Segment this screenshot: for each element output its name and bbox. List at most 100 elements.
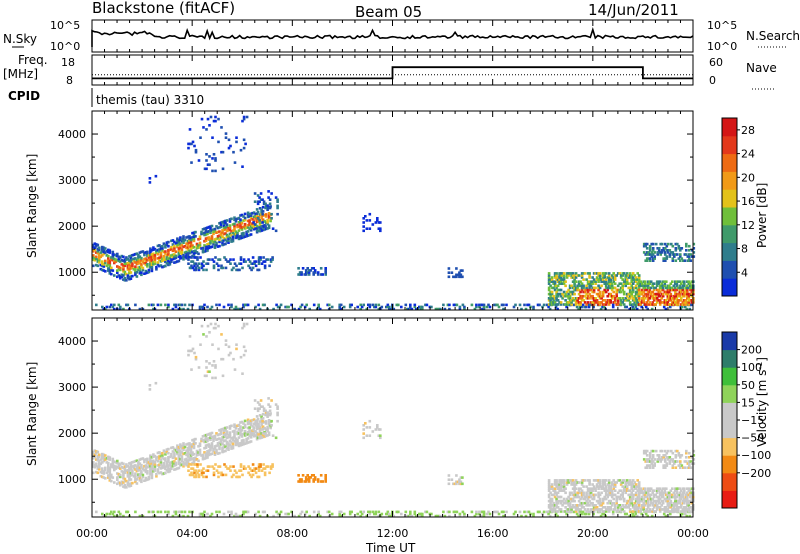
power-cell bbox=[153, 247, 157, 251]
power-cell bbox=[630, 294, 633, 298]
power-cell bbox=[246, 234, 250, 237]
power-cell bbox=[260, 229, 263, 232]
power-cell bbox=[239, 262, 243, 265]
power-cell bbox=[672, 294, 676, 298]
power-cell bbox=[218, 238, 221, 242]
velocity-cell bbox=[642, 458, 646, 461]
velocity-cell bbox=[607, 487, 611, 490]
velocity-cell bbox=[189, 456, 193, 459]
power-cell bbox=[425, 303, 429, 307]
power-cell bbox=[240, 222, 244, 225]
power-cell bbox=[550, 276, 554, 279]
velocity-cell bbox=[191, 461, 194, 465]
power-cell bbox=[95, 243, 98, 246]
power-cell bbox=[622, 303, 626, 306]
power-cell bbox=[215, 262, 219, 265]
power-cell bbox=[210, 305, 214, 309]
power-cell bbox=[204, 247, 208, 251]
velocity-cell bbox=[152, 514, 155, 518]
power-cell bbox=[98, 256, 101, 260]
velocity-cell bbox=[246, 437, 250, 440]
power-cell bbox=[269, 258, 273, 261]
power-cell bbox=[222, 239, 226, 242]
power-cell bbox=[200, 232, 203, 236]
power-cell bbox=[201, 305, 205, 309]
power-cell bbox=[225, 219, 229, 222]
velocity-cell bbox=[651, 456, 655, 459]
velocity-cell bbox=[126, 483, 130, 486]
power-cell bbox=[674, 297, 677, 300]
power-cell bbox=[690, 290, 694, 294]
power-cell bbox=[481, 307, 484, 311]
power-cell bbox=[257, 260, 261, 263]
velocity-cell bbox=[120, 465, 124, 469]
power-cell bbox=[446, 303, 450, 307]
power-cell bbox=[615, 290, 618, 294]
velocity-cell bbox=[212, 439, 215, 443]
power-cell bbox=[214, 119, 217, 123]
power-cell bbox=[197, 262, 201, 265]
velocity-cell bbox=[583, 512, 586, 516]
power-cell bbox=[300, 271, 303, 274]
velocity-cell bbox=[224, 445, 227, 448]
power-cell bbox=[144, 261, 148, 265]
power-cell bbox=[251, 224, 254, 227]
velocity-cell bbox=[367, 510, 370, 514]
power-cell bbox=[222, 228, 226, 232]
velocity-cell bbox=[502, 514, 505, 518]
velocity-cell bbox=[167, 512, 170, 516]
velocity-cell bbox=[645, 454, 649, 457]
power-cell bbox=[609, 301, 612, 304]
velocity-cell bbox=[568, 510, 572, 513]
velocity-cell bbox=[640, 497, 644, 501]
velocity-cell bbox=[655, 487, 659, 490]
velocity-cell bbox=[215, 450, 218, 454]
velocity-cell bbox=[98, 465, 101, 469]
power-cell bbox=[553, 297, 557, 300]
power-cell bbox=[668, 249, 672, 252]
power-cell bbox=[170, 245, 173, 249]
power-cell bbox=[552, 303, 555, 306]
power-cell bbox=[377, 307, 381, 311]
power-cell bbox=[146, 265, 149, 268]
velocity-cell bbox=[96, 454, 100, 458]
power-cell bbox=[210, 228, 214, 232]
power-cell bbox=[386, 303, 390, 307]
velocity-cell bbox=[132, 464, 136, 468]
power-cell bbox=[159, 260, 163, 263]
velocity-cell bbox=[585, 504, 588, 507]
power-cell bbox=[231, 239, 235, 243]
velocity-cell bbox=[575, 512, 579, 516]
power-cell bbox=[597, 303, 600, 306]
velocity-cell bbox=[559, 489, 563, 492]
power-cell bbox=[146, 258, 149, 262]
velocity-cell bbox=[267, 423, 271, 426]
power-cell bbox=[205, 262, 208, 265]
velocity-cell bbox=[158, 451, 161, 454]
power-cell bbox=[561, 297, 564, 300]
power-cell bbox=[114, 260, 118, 263]
power-cell bbox=[188, 251, 191, 255]
velocity-cell bbox=[219, 430, 223, 434]
velocity-cell bbox=[247, 465, 250, 468]
velocity-cell bbox=[107, 465, 110, 469]
power-cell bbox=[648, 303, 651, 306]
velocity-cell bbox=[224, 343, 228, 346]
velocity-cell bbox=[147, 461, 151, 464]
power-cell bbox=[266, 204, 269, 207]
velocity-cell bbox=[666, 504, 670, 507]
velocity-cell bbox=[135, 459, 139, 462]
power-cell bbox=[179, 255, 182, 258]
velocity-cell bbox=[586, 495, 590, 499]
power-cell bbox=[113, 274, 116, 277]
velocity-cell bbox=[379, 428, 382, 431]
power-cell bbox=[206, 236, 209, 240]
power-cell bbox=[576, 288, 579, 292]
velocity-cell bbox=[630, 487, 633, 490]
power-cell bbox=[246, 223, 250, 227]
velocity-cell bbox=[552, 501, 555, 505]
velocity-cell bbox=[134, 478, 137, 482]
power-cell bbox=[565, 294, 569, 298]
power-cell bbox=[574, 280, 578, 283]
velocity-cell bbox=[197, 445, 200, 448]
